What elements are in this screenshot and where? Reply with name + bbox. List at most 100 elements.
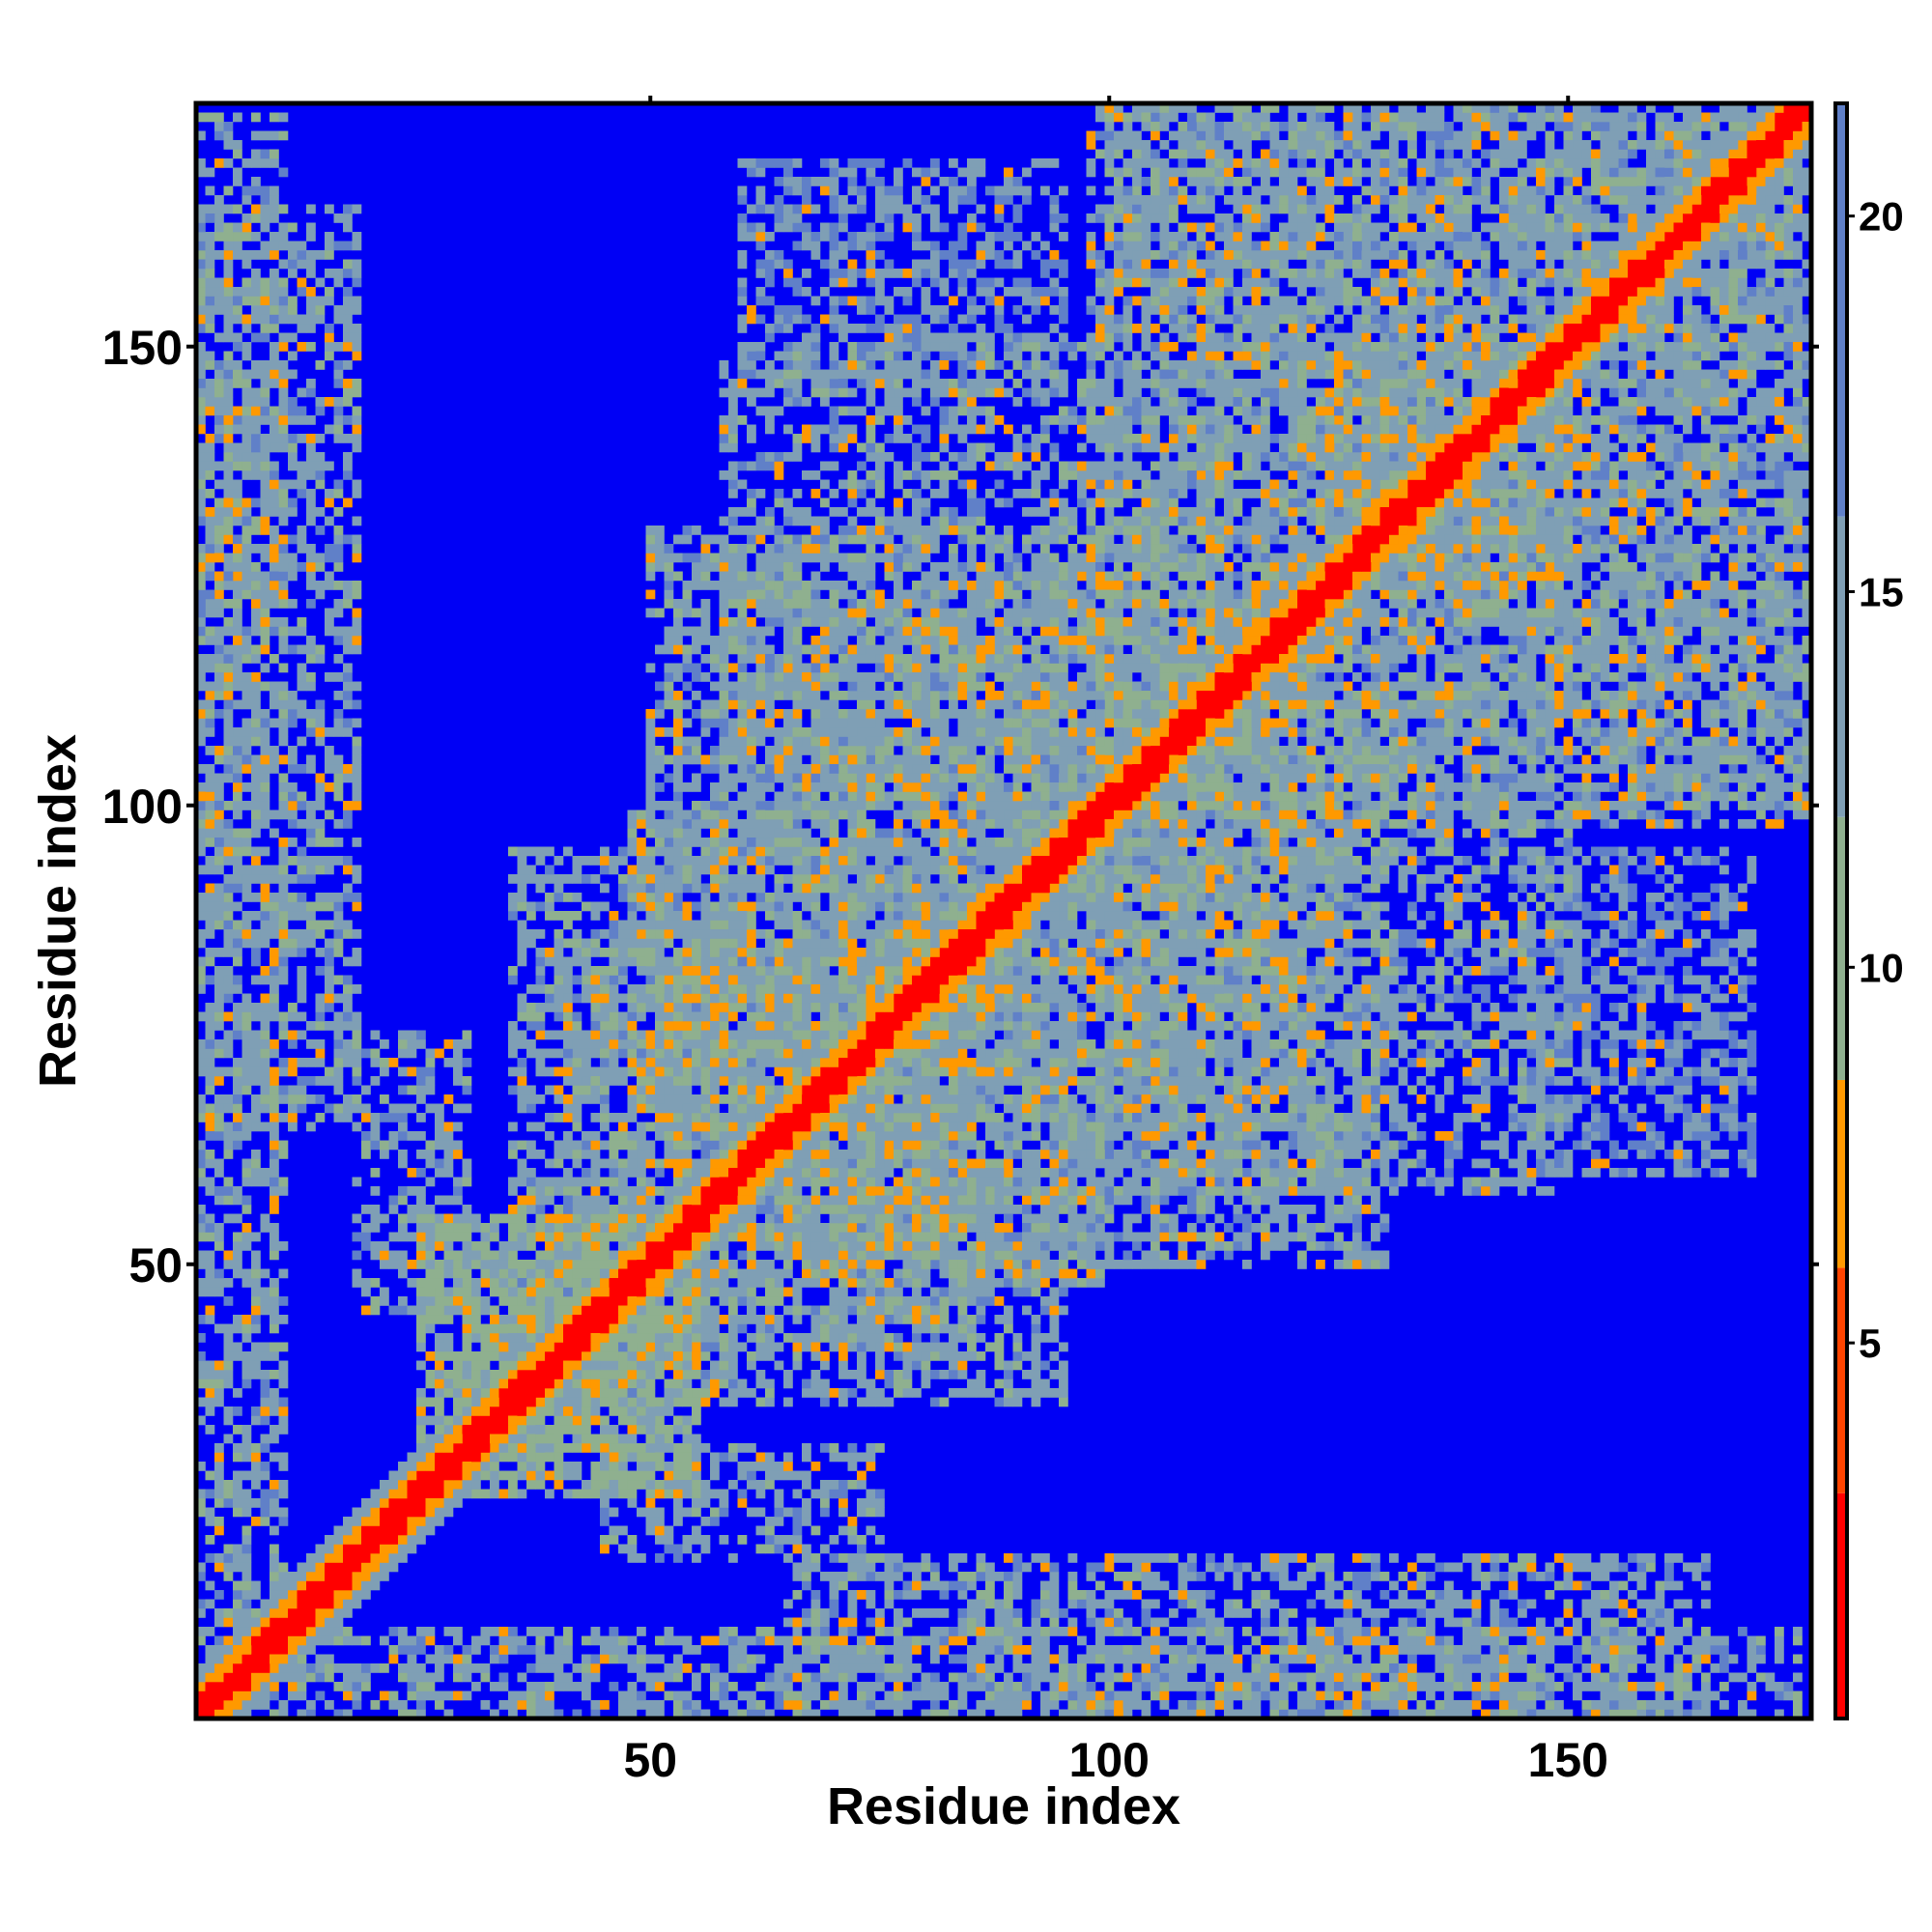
heatmap-cell [921,1223,931,1233]
heatmap-cell [1114,1709,1123,1719]
heatmap-cell [278,1572,289,1581]
heatmap-cell [242,1122,252,1132]
heatmap-cell [655,1700,665,1710]
heatmap-cell [1471,1627,1482,1636]
heatmap-cell [618,1140,628,1151]
heatmap-cell [223,461,234,471]
heatmap-cell [838,1572,848,1581]
heatmap-cell [755,1296,766,1306]
heatmap-cell [1059,1268,1068,1279]
heatmap-cell [930,1296,940,1306]
heatmap-cell [554,1434,564,1444]
heatmap-cell [260,452,270,462]
heatmap-cell [1059,1241,1068,1251]
heatmap-cell [260,810,270,820]
heatmap-cell [985,1663,995,1673]
heatmap-cell [306,1635,316,1646]
heatmap-cell [278,1397,289,1407]
heatmap-cell [545,1315,554,1324]
heatmap-cell [1655,1635,1665,1646]
heatmap-cell [242,415,252,425]
heatmap-cell [1600,1572,1610,1581]
heatmap-cell [315,553,326,563]
heatmap-cell [1132,1700,1142,1710]
heatmap-cell [196,1048,206,1059]
heatmap-cell [260,709,270,719]
heatmap-cell [802,1572,811,1581]
heatmap-cell [545,1700,554,1710]
heatmap-cell [1040,1599,1050,1609]
heatmap-cell [829,1635,839,1646]
heatmap-cell [1591,1635,1601,1646]
heatmap-cell [1343,1608,1353,1618]
heatmap-cell [664,1076,674,1086]
heatmap-cell [251,1048,261,1059]
heatmap-cell [655,1333,665,1343]
heatmap-cell [673,1039,683,1049]
heatmap-cell [600,1296,610,1306]
heatmap-cell [1242,1645,1252,1655]
heatmap-cell [1499,1553,1509,1563]
heatmap-cell [774,1296,784,1306]
heatmap-cell [388,1654,399,1664]
heatmap-cell [627,1360,638,1371]
heatmap-cell [333,599,344,609]
heatmap-cell [857,1397,867,1407]
heatmap-cell [352,259,362,270]
heatmap-cell [664,1186,674,1196]
heatmap-cell [563,1305,573,1316]
heatmap-cell [682,1351,693,1361]
heatmap-cell [582,938,591,949]
heatmap-cell [223,479,234,490]
heatmap-cell [196,911,206,921]
heatmap-cell [278,589,289,600]
heatmap-cell [270,360,279,370]
heatmap-cell [1581,1709,1592,1719]
heatmap-cell [242,571,252,582]
heatmap-cell [1471,1599,1482,1609]
heatmap-cell [270,975,279,985]
heatmap-cell [792,1351,803,1361]
heatmap-cell [214,461,224,471]
heatmap-cell [352,296,362,306]
heatmap-cell [480,1443,491,1453]
heatmap-cell [205,1370,215,1379]
heatmap-cell [618,1223,628,1233]
heatmap-cell [967,1388,977,1398]
heatmap-cell [1288,1635,1298,1646]
heatmap-cell [1122,1645,1133,1655]
heatmap-cell [315,397,326,407]
heatmap-cell [233,1590,242,1600]
heatmap-cell [526,1434,536,1444]
heatmap-cell [196,415,206,425]
heatmap-cell [1288,1553,1298,1563]
heatmap-cell [1499,1572,1509,1581]
heatmap-cell [765,1268,775,1279]
heatmap-cell [1040,1645,1050,1655]
heatmap-cell [1251,1700,1262,1710]
heatmap-cell [994,1333,1005,1343]
heatmap-cell [223,452,234,462]
heatmap-cell [260,489,270,498]
heatmap-cell [1269,1627,1280,1636]
heatmap-cell [526,1278,536,1288]
heatmap-cell [563,938,573,949]
heatmap-cell [251,617,261,627]
heatmap-cell [196,681,206,692]
heatmap-cell [1122,1572,1133,1581]
heatmap-cell [1655,1645,1665,1655]
heatmap-cell [1463,1599,1472,1609]
heatmap-cell [325,241,334,251]
heatmap-cell [352,415,362,425]
heatmap-cell [1151,1599,1160,1609]
heatmap-cell [637,1150,646,1159]
heatmap-cell [1628,1663,1637,1673]
heatmap-cell [1526,1682,1537,1691]
heatmap-cell [223,415,234,425]
heatmap-cell [416,1323,426,1334]
heatmap-cell [1508,1617,1519,1628]
heatmap-cell [1141,1572,1151,1581]
heatmap-cell [242,636,252,645]
heatmap-cell [498,1635,509,1646]
heatmap-cell [205,1287,215,1297]
